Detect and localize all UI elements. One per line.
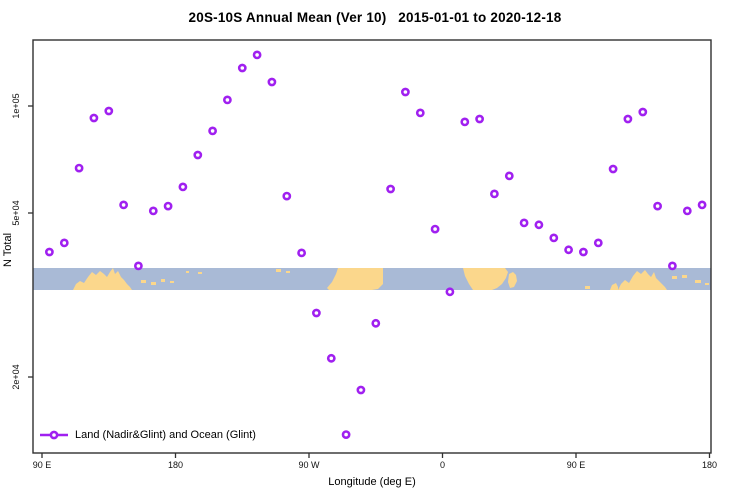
data-point [74,163,84,173]
data-point [163,201,173,211]
x-tick-label: 180 [701,460,718,470]
map-band-land [186,271,189,273]
map-band-land [286,271,290,273]
map-band-land [141,280,146,283]
data-point [579,247,588,257]
map-band-land [276,269,281,272]
data-point [326,353,336,363]
map-band-land [151,282,156,285]
data-point [267,77,277,87]
data-point [489,189,499,199]
data-point [430,224,440,234]
data-point [668,261,677,271]
data-point [638,107,648,117]
map-band-land [170,281,174,283]
map-band-land [682,275,687,278]
data-point [371,318,381,328]
map-band-land [327,268,383,290]
data-point [697,200,707,210]
data-point [519,218,529,228]
data-point [178,182,188,192]
map-band-land [161,279,165,282]
y-tick-label: 2e+04 [11,364,21,390]
map-band-land [672,276,677,279]
data-point [653,201,662,211]
y-tick-label: 1e+05 [11,93,21,119]
data-point [89,113,99,123]
map-band-land [198,272,202,274]
x-tick-label: 180 [167,460,184,470]
data-point [193,150,203,160]
data-point [534,220,544,230]
map-band-land [508,272,517,288]
data-point [311,308,321,318]
data-point [593,238,603,248]
data-point [400,87,410,97]
legend-point-symbol [49,430,59,440]
data-point [45,247,54,257]
data-point [119,200,128,210]
plot-box [32,39,712,454]
data-point [222,95,232,105]
data-point [564,245,573,255]
map-band-land [705,283,709,285]
x-tick-label: 90 W [298,460,320,470]
data-point [252,50,262,60]
map-band-land [73,268,132,290]
data-point [608,164,618,174]
map-band-land [463,268,508,290]
data-point [237,63,247,73]
map-band-land [618,270,667,290]
legend-label: Land (Nadir&Glint) and Ocean (Glint) [75,429,256,441]
data-point [133,261,143,271]
data-point [341,430,351,439]
chart-title: 20S-10S Annual Mean (Ver 10) 2015-01-01 … [188,10,562,25]
data-point [549,233,559,243]
data-point [504,171,514,181]
x-tick-label: 90 E [566,460,586,470]
x-tick-label: 0 [439,460,446,470]
map-band-land [585,286,590,289]
data-point [282,191,292,201]
data-point [475,114,484,124]
data-point [415,108,425,118]
map-band-land [695,280,701,283]
data-point [460,117,470,127]
data-point [445,287,455,297]
data-point [356,385,366,395]
map-band-land [610,283,618,290]
data-point [59,238,69,248]
data-point [104,106,114,116]
data-point [386,184,395,194]
data-point [148,206,158,216]
y-tick-label: 5e+04 [11,200,21,226]
x-tick-label: 90 E [32,460,52,470]
x-axis-label: Longitude (deg E) [328,476,416,488]
data-point [623,114,633,124]
data-point [208,126,217,136]
data-point [297,248,306,258]
data-point [682,206,692,216]
